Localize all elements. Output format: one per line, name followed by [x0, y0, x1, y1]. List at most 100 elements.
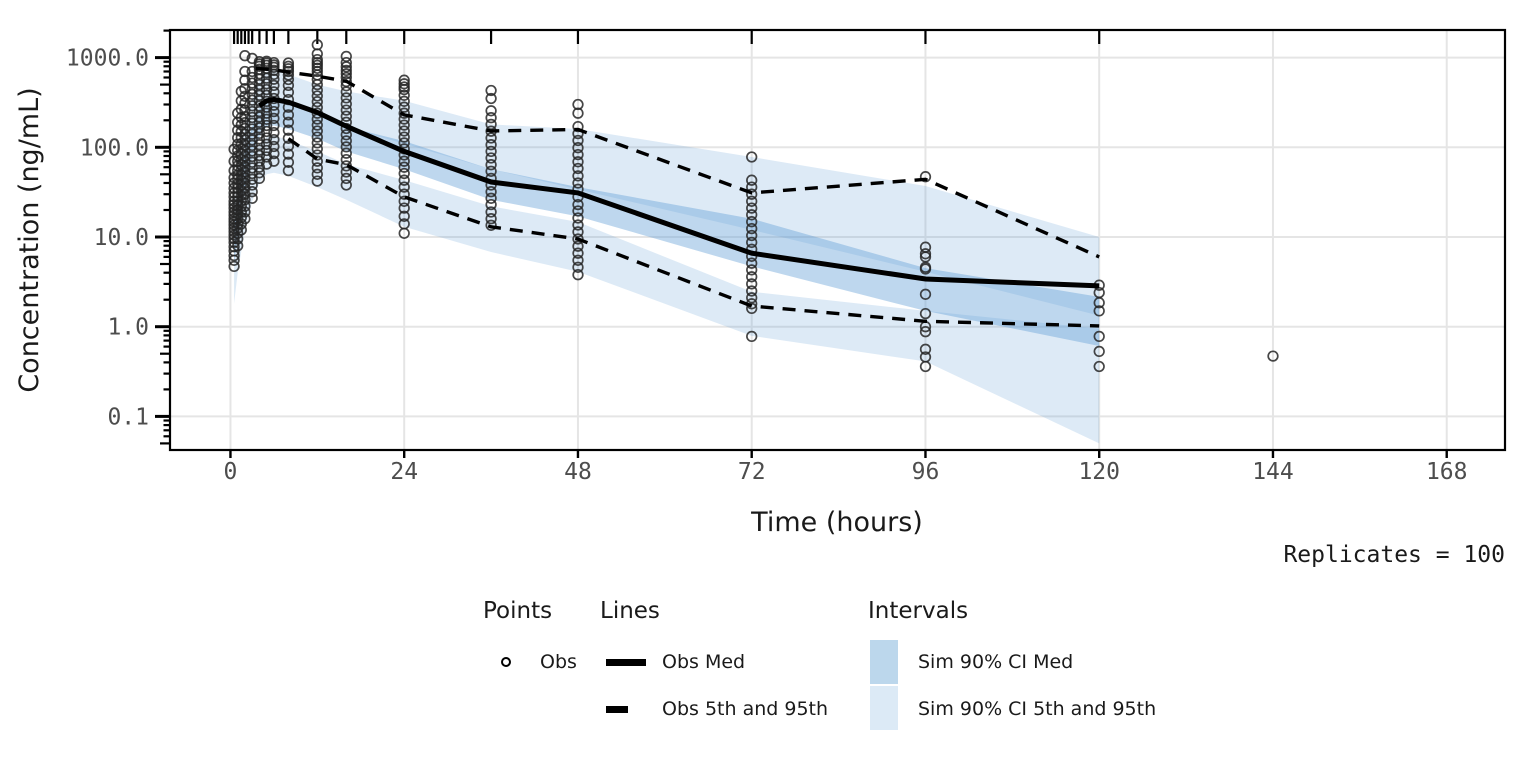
obs-point	[572, 226, 584, 238]
legend-label-obs-med: Obs Med	[662, 651, 746, 673]
obs-point	[282, 164, 295, 177]
y-tick-label: 0.1	[107, 404, 149, 430]
obs-point	[398, 210, 410, 222]
obs-point	[311, 119, 323, 131]
obs-point	[572, 142, 584, 154]
obs-point	[398, 155, 410, 167]
obs-point	[398, 125, 410, 137]
legend-label-sim-ci-med: Sim 90% CI Med	[918, 651, 1074, 673]
obs-point	[268, 105, 280, 118]
vpc-plot: 0 24 48 72 96 120 144 1681000.0100.010.01.00.1 …	[14, 28, 1507, 568]
obs-point	[260, 107, 273, 119]
obs-point	[398, 181, 410, 193]
obs-point	[485, 152, 497, 164]
obs-point	[253, 172, 266, 185]
obs-point	[239, 128, 251, 140]
x-tick-label: 96	[912, 459, 940, 485]
obs-point	[485, 84, 497, 97]
obs-point	[268, 126, 280, 139]
obs-point	[260, 125, 273, 138]
obs-point	[235, 224, 247, 236]
obs-point	[1267, 350, 1279, 362]
obs-point	[398, 101, 410, 113]
obs-point	[268, 79, 280, 92]
obs-point	[398, 195, 410, 207]
obs-point	[572, 107, 584, 119]
x-tick-label: 120	[1078, 459, 1120, 485]
obs-point	[485, 118, 497, 131]
x-tick-label: 48	[564, 459, 592, 485]
obs-point	[398, 161, 410, 173]
obs-point	[485, 206, 497, 218]
obs-point	[572, 98, 584, 111]
obs-point	[239, 83, 251, 95]
obs-point	[746, 285, 758, 297]
obs-point	[340, 166, 352, 178]
obs-point	[246, 186, 258, 198]
obs-point	[1093, 360, 1105, 373]
obs-point	[268, 155, 280, 167]
obs-point	[282, 148, 295, 160]
legend: Points Lines Intervals Obs Obs Med Obs 5…	[0, 588, 1536, 766]
obs-point	[239, 194, 251, 206]
obs-point	[311, 175, 323, 187]
obs-point	[340, 56, 352, 69]
obs-point	[572, 198, 584, 211]
obs-percentile-line	[255, 66, 1100, 259]
obs-point	[746, 292, 758, 304]
obs-point	[1093, 330, 1105, 343]
obs-point	[572, 156, 584, 168]
obs-point	[239, 50, 251, 62]
legend-label-obs-5th-95th: Obs 5th and 95th	[662, 698, 829, 720]
obs-point	[572, 240, 584, 252]
obs-point	[572, 219, 584, 231]
obs-point	[485, 159, 497, 171]
obs-point	[311, 143, 323, 155]
ci-med-swatch	[870, 640, 898, 684]
obs-point	[1093, 345, 1105, 358]
panel-border-rect	[168, 28, 1507, 452]
obs-point	[239, 122, 251, 135]
x-tick-label: 72	[738, 459, 766, 485]
obs-point	[253, 167, 266, 179]
obs-point	[239, 117, 251, 129]
obs-point	[919, 326, 932, 338]
obs-point	[260, 158, 273, 170]
obs-point	[282, 69, 295, 81]
obs-point	[398, 167, 410, 180]
panel-border	[168, 28, 1507, 452]
obs-point	[239, 200, 251, 212]
obs-point	[485, 198, 497, 211]
obs-point	[246, 173, 258, 185]
obs-point	[268, 133, 280, 146]
obs-point	[485, 105, 497, 117]
legend-label-sim-ci-5th-95th: Sim 90% CI 5th and 95th	[918, 698, 1157, 720]
obs-point	[253, 139, 266, 151]
obs-point	[398, 81, 410, 93]
obs-point	[311, 155, 323, 167]
obs-point	[398, 202, 410, 214]
obs-point-icon	[501, 657, 511, 667]
obs-point	[572, 269, 584, 281]
obs-point	[746, 195, 758, 207]
x-axis-title: Time (hours)	[750, 507, 923, 538]
obs-point	[282, 124, 295, 136]
obs-point	[239, 213, 251, 225]
obs-point	[746, 278, 758, 290]
obs-point	[311, 162, 323, 174]
obs-point	[398, 174, 410, 186]
obs-point	[340, 135, 352, 147]
obs-point	[282, 73, 295, 86]
obs-point	[239, 144, 251, 157]
obs-point	[340, 68, 352, 80]
obs-point	[311, 73, 323, 86]
obs-point	[282, 86, 295, 98]
obs-point	[311, 131, 323, 143]
obs-percentile-line	[287, 137, 1100, 328]
obs-point	[746, 188, 758, 200]
legend-header-lines: Lines	[600, 598, 660, 624]
obs-point	[282, 109, 295, 121]
ci-5th-95th-swatch	[870, 686, 898, 730]
obs-point	[746, 271, 758, 283]
obs-point	[311, 39, 323, 51]
